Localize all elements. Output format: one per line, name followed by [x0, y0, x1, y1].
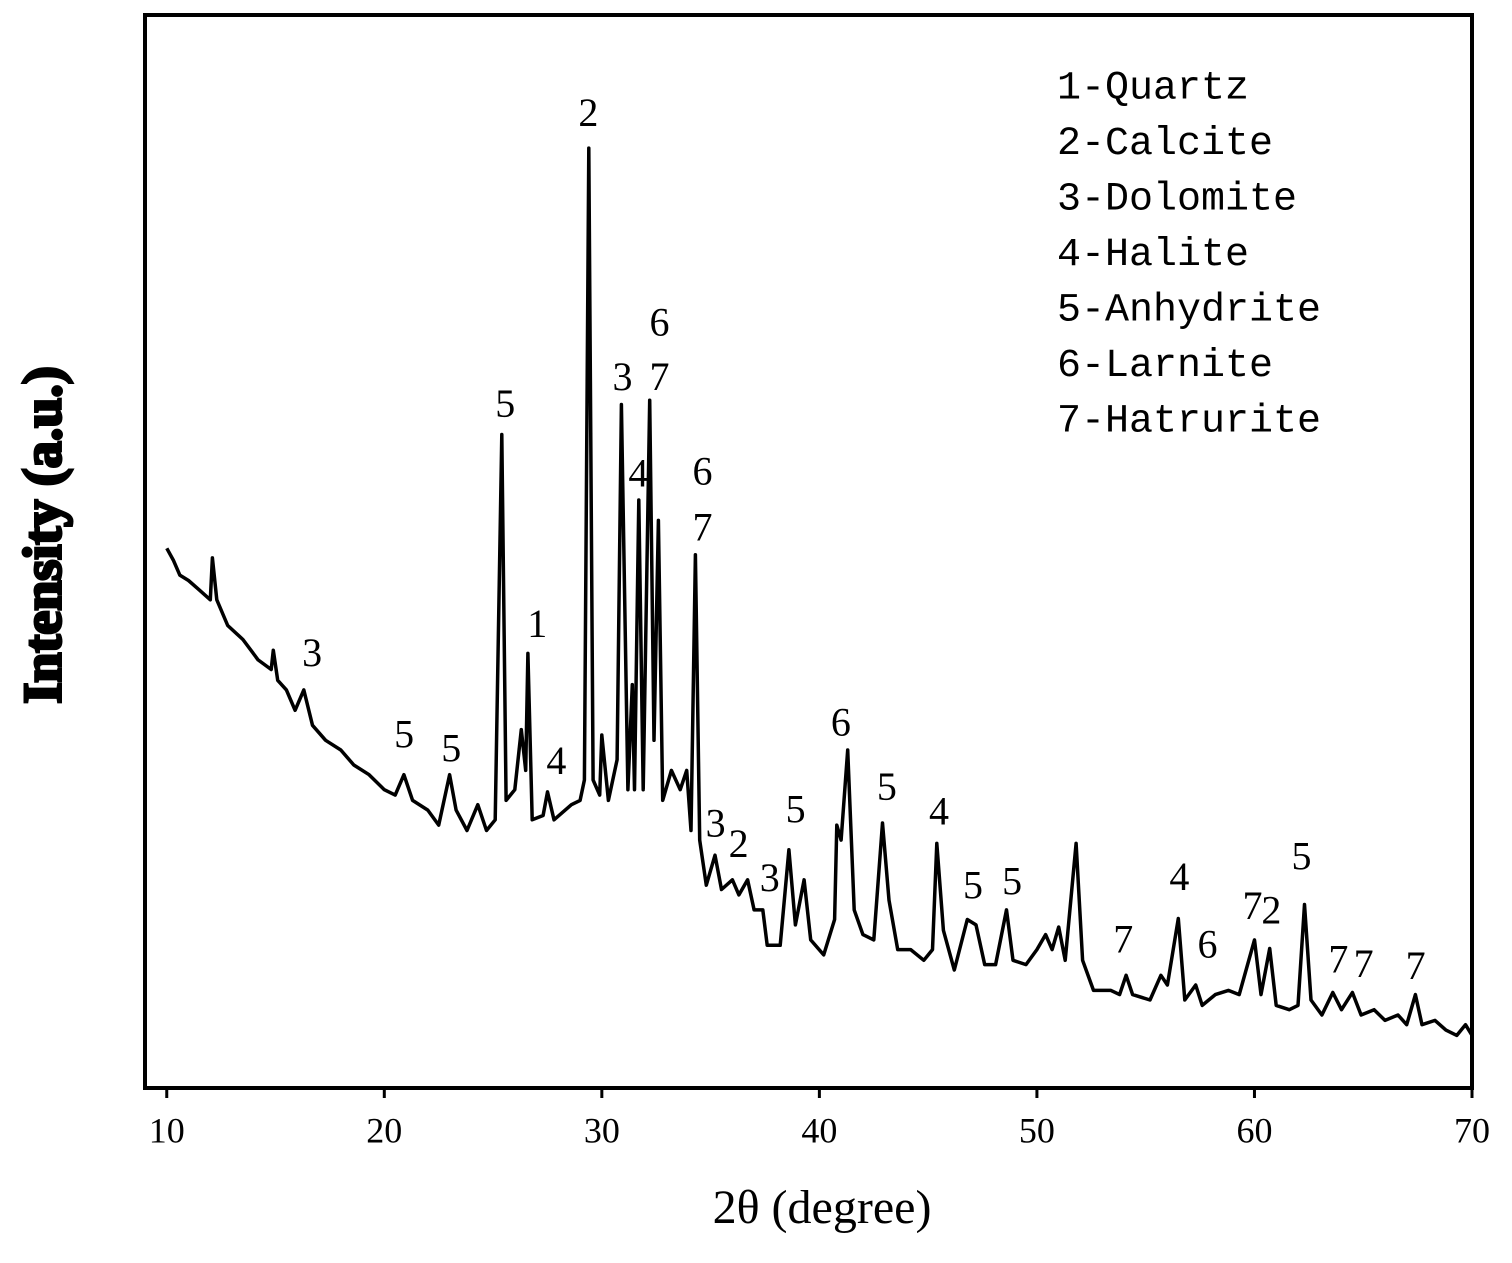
x-tick-label: 60 — [1236, 1110, 1272, 1150]
peak-label: 6 — [1197, 922, 1217, 967]
peak-label: 1 — [527, 601, 547, 646]
peak-label: 6 — [693, 448, 713, 493]
plot-frame — [143, 13, 1474, 1090]
peak-label: 2 — [729, 821, 749, 866]
peak-label: 5 — [1002, 858, 1022, 903]
legend-entry: 2-Calcite — [1057, 122, 1273, 167]
peak-label: 2 — [1261, 887, 1281, 932]
peak-label: 7 — [1113, 916, 1133, 961]
peak-label: 7 — [1243, 883, 1263, 928]
peak-label: 7 — [1328, 937, 1348, 982]
peak-label: 7 — [693, 504, 713, 549]
peak-label: 5 — [441, 725, 461, 770]
peak-label: 2 — [578, 90, 598, 135]
legend-entry: 5-Anhydrite — [1057, 289, 1321, 334]
x-tick-label: 20 — [366, 1110, 402, 1150]
x-tick-label: 50 — [1019, 1110, 1055, 1150]
legend-entry: 3-Dolomite — [1057, 178, 1297, 223]
peak-label: 5 — [495, 381, 515, 426]
legend-entry: 4-Halite — [1057, 233, 1249, 278]
legend-entry: 7-Hatrurite — [1057, 400, 1321, 445]
x-tick-label: 40 — [801, 1110, 837, 1150]
peak-label: 7 — [649, 354, 669, 399]
xrd-line — [165, 146, 1474, 1038]
peak-label: 3 — [302, 630, 322, 675]
x-tick-label: 70 — [1454, 1110, 1490, 1150]
peak-label: 4 — [1169, 854, 1189, 899]
peak-label: 5 — [963, 863, 983, 908]
peak-label: 4 — [929, 789, 949, 834]
peak-label: 7 — [1406, 943, 1426, 988]
peak-label: 3 — [760, 855, 780, 900]
peak-label: 3 — [613, 354, 633, 399]
peak-label: 6 — [831, 700, 851, 745]
y-axis-label: Intensity (a.u.) — [12, 366, 72, 704]
peak-label: 5 — [786, 786, 806, 831]
x-tick-label: 30 — [584, 1110, 620, 1150]
x-axis-label: 2θ (degree) — [713, 1181, 932, 1234]
peak-label: 5 — [1291, 834, 1311, 879]
peak-label: 4 — [628, 451, 648, 496]
x-tick-label: 10 — [149, 1110, 185, 1150]
peak-label: 5 — [877, 764, 897, 809]
legend-entry: 1-Quartz — [1057, 67, 1249, 112]
peak-label: 4 — [546, 738, 566, 783]
legend-entry: 6-Larnite — [1057, 344, 1273, 389]
peak-label: 6 — [649, 299, 669, 344]
peak-label: 7 — [1354, 941, 1374, 986]
peak-label: 5 — [394, 711, 414, 756]
peak-label: 3 — [706, 800, 726, 845]
